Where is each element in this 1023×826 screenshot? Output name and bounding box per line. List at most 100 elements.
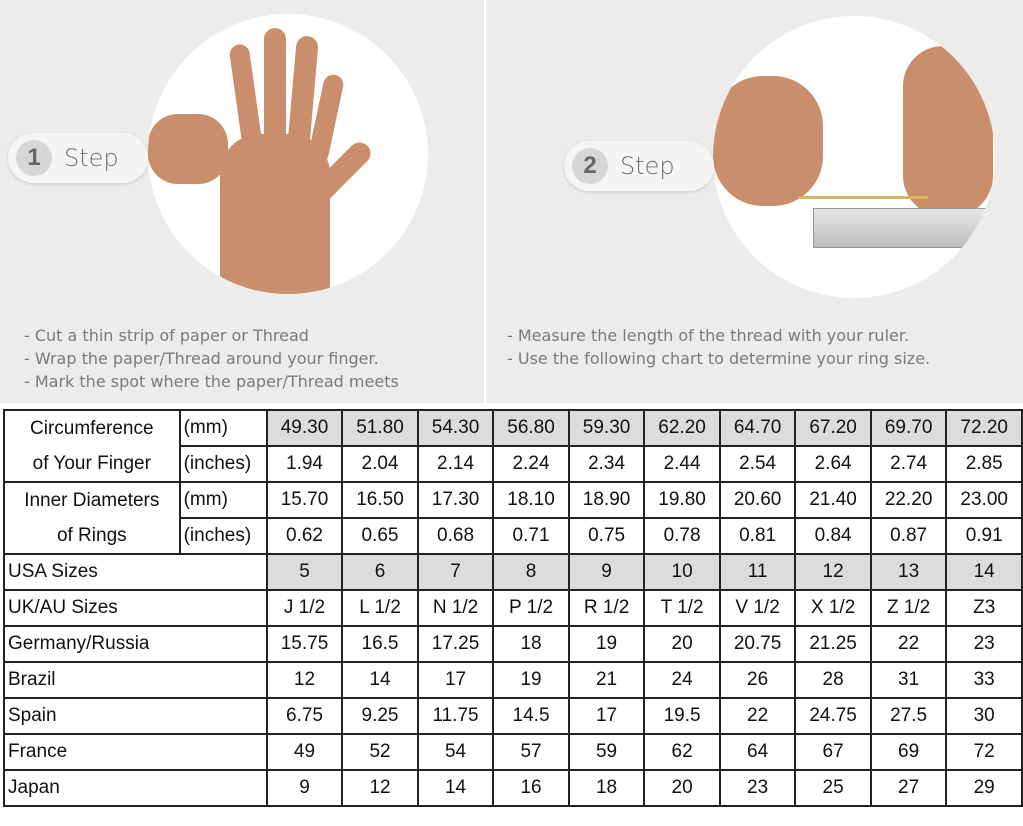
table-cell: 54.30 xyxy=(416,409,495,447)
table-cell: 31 xyxy=(869,661,948,699)
table-cell: 18.90 xyxy=(567,481,646,519)
table-cell: 18 xyxy=(492,625,570,663)
table-cell: 23 xyxy=(718,769,797,807)
table-cell: 20 xyxy=(643,625,721,663)
table-cell: 12 xyxy=(265,661,344,699)
table-cell: 23 xyxy=(945,625,1023,663)
table-cell: 2.24 xyxy=(492,445,570,483)
table-cell: 0.87 xyxy=(869,517,948,555)
ring-size-table: Circumference (mm) 49.30 51.80 54.30 56.80 59.… xyxy=(3,409,1023,807)
table-cell: 22.20 xyxy=(869,481,948,519)
table-cell: 11 xyxy=(718,553,797,591)
table-cell: 56.80 xyxy=(492,409,570,447)
table-cell: 21.40 xyxy=(794,481,872,519)
table-cell: 12 xyxy=(794,553,872,591)
table-row: Circumference (mm) 49.30 51.80 54.30 56.80 59.… xyxy=(3,409,1023,447)
table-cell: 16.5 xyxy=(341,625,419,663)
step-1-badge: 1 Step xyxy=(8,133,148,183)
table-cell: 10 xyxy=(643,553,721,591)
table-cell: 19 xyxy=(492,661,570,699)
table-cell: 62.20 xyxy=(643,409,721,447)
table-cell: 19 xyxy=(567,625,646,663)
table-cell: 5 xyxy=(265,553,344,591)
table-cell: 18 xyxy=(567,769,646,807)
table-cell: 0.62 xyxy=(265,517,344,555)
row-label: Japan xyxy=(3,769,268,807)
instruction-line: - Measure the length of the thread with … xyxy=(507,326,910,345)
step-label: Step xyxy=(64,144,119,172)
table-cell: 2.34 xyxy=(567,445,646,483)
hand-measuring-photo xyxy=(148,14,428,294)
step-2-instructions: - Measure the length of the thread with … xyxy=(507,324,930,370)
table-cell: 23.00 xyxy=(945,481,1023,519)
instruction-line: - Cut a thin strip of paper or Thread xyxy=(24,326,309,345)
row-label: Spain xyxy=(3,697,268,735)
row-label: USA Sizes xyxy=(3,553,268,591)
step-label: Step xyxy=(620,152,675,180)
ruler-graphic xyxy=(813,208,995,248)
instruction-line: - Use the following chart to determine y… xyxy=(507,349,931,368)
row-label: Brazil xyxy=(3,661,268,699)
table-cell: 0.78 xyxy=(643,517,721,555)
table-cell: 20.75 xyxy=(718,625,797,663)
table-cell: 0.65 xyxy=(341,517,419,555)
row-group-label: of Your Finger xyxy=(3,446,181,483)
table-cell: 22 xyxy=(869,625,948,663)
table-cell: 0.91 xyxy=(945,517,1023,555)
table-cell: 9.25 xyxy=(341,697,419,735)
table-cell: Z3 xyxy=(945,589,1023,627)
step-1-panel: 1 Step - Cut a thin strip of paper or Th… xyxy=(0,0,484,403)
table-cell: 0.68 xyxy=(416,517,495,555)
table-cell: 72.20 xyxy=(945,409,1023,447)
table-cell: 67 xyxy=(794,733,872,771)
table-cell: 33 xyxy=(945,661,1023,699)
table-cell: 14 xyxy=(341,661,419,699)
table-row: Japan 9 12 14 16 18 20 23 25 27 29 xyxy=(3,769,1023,807)
table-cell: 16.50 xyxy=(341,481,419,519)
table-cell: 15.75 xyxy=(265,625,344,663)
step-2-badge: 2 Step xyxy=(564,141,714,191)
table-cell: 51.80 xyxy=(341,409,419,447)
table-cell: 24.75 xyxy=(794,697,872,735)
table-cell: 17 xyxy=(416,661,495,699)
row-label: Germany/Russia xyxy=(3,625,268,663)
row-group-label: Inner Diameters xyxy=(3,481,181,518)
table-row: USA Sizes 5 6 7 8 9 10 11 12 13 14 xyxy=(3,553,1023,591)
table-cell: 2.04 xyxy=(341,445,419,483)
table-cell: 2.74 xyxy=(869,445,948,483)
table-cell: 22 xyxy=(718,697,797,735)
instruction-line: - Mark the spot where the paper/Thread m… xyxy=(24,372,399,391)
table-cell: 26 xyxy=(718,661,797,699)
ruler-measuring-photo xyxy=(713,16,995,298)
row-group-label: of Rings xyxy=(3,518,181,555)
table-cell: 0.75 xyxy=(567,517,646,555)
table-cell: 29 xyxy=(945,769,1023,807)
row-label: UK/AU Sizes xyxy=(3,589,268,627)
table-cell: 21 xyxy=(567,661,646,699)
table-cell: 27.5 xyxy=(869,697,948,735)
table-cell: 7 xyxy=(416,553,495,591)
table-cell: 72 xyxy=(945,733,1023,771)
table-cell: T 1/2 xyxy=(643,589,721,627)
table-cell: 64.70 xyxy=(718,409,797,447)
table-cell: 21.25 xyxy=(794,625,872,663)
table-cell: 64 xyxy=(718,733,797,771)
table-cell: 15.70 xyxy=(265,481,344,519)
table-cell: 2.54 xyxy=(718,445,797,483)
table-row: Inner Diameters (mm) 15.70 16.50 17.30 18.10 1… xyxy=(3,481,1023,519)
row-group-label: Circumference xyxy=(3,409,181,446)
table-cell: 30 xyxy=(945,697,1023,735)
table-cell: 2.85 xyxy=(945,445,1023,483)
table-row: UK/AU Sizes J 1/2 L 1/2 N 1/2 P 1/2 R 1/2 T 1/… xyxy=(3,589,1023,627)
table-row: Germany/Russia 15.75 16.5 17.25 18 19 20 20.75 2… xyxy=(3,625,1023,663)
table-cell: 9 xyxy=(265,769,344,807)
table-cell: 52 xyxy=(341,733,419,771)
table-cell: 0.71 xyxy=(492,517,570,555)
unit-label: (inches) xyxy=(178,517,268,555)
table-cell: 0.84 xyxy=(794,517,872,555)
table-cell: 17.30 xyxy=(416,481,495,519)
unit-label: (mm) xyxy=(178,481,268,519)
table-cell: 67.20 xyxy=(794,409,872,447)
table-cell: 16 xyxy=(492,769,570,807)
table-cell: 59 xyxy=(567,733,646,771)
